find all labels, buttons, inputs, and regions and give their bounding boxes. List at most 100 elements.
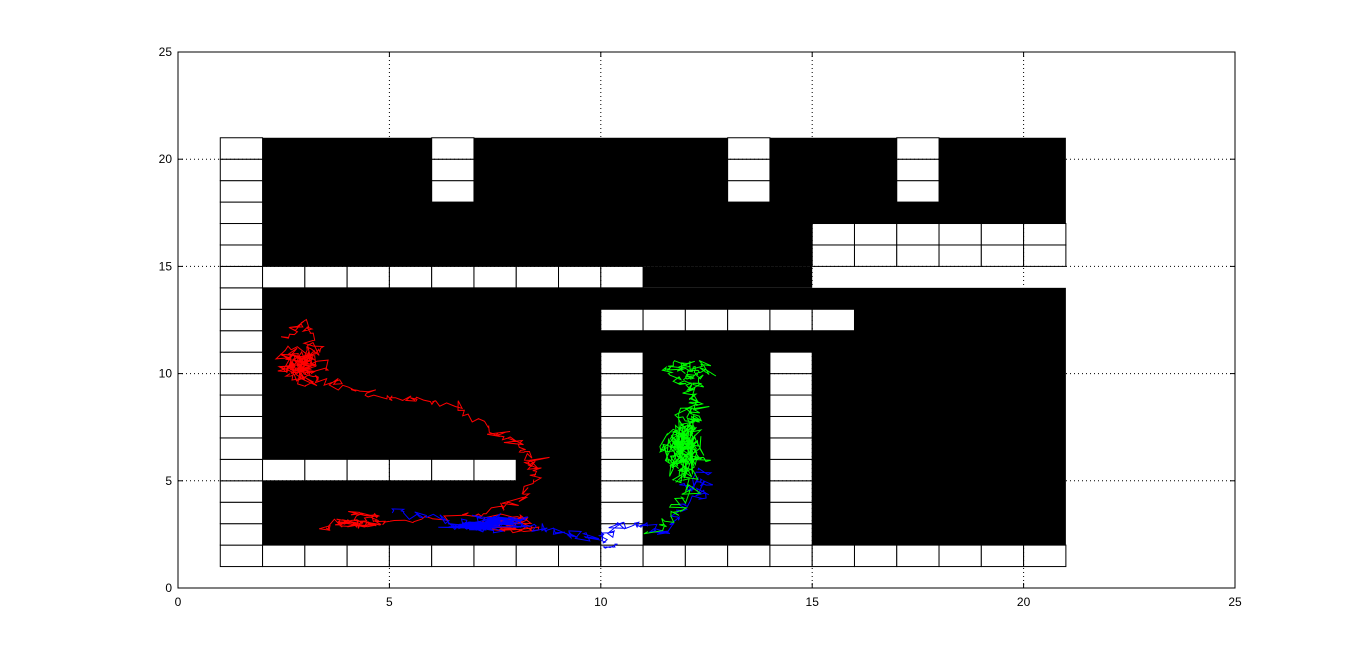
free-cell — [219, 415, 264, 439]
free-cell — [853, 223, 898, 246]
free-cell — [980, 223, 1025, 246]
free-cell — [896, 223, 940, 246]
free-cell — [219, 223, 264, 246]
free-cell — [1023, 223, 1067, 246]
y-tick-label: 15 — [159, 259, 173, 273]
free-cell — [600, 351, 644, 375]
free-cell — [769, 351, 813, 375]
free-cell — [769, 523, 813, 546]
free-cell — [431, 158, 475, 182]
trajectory-green-cluster — [658, 407, 711, 484]
free-cell — [811, 544, 855, 568]
free-cell — [219, 244, 264, 267]
free-cell — [600, 373, 644, 396]
free-cell — [219, 180, 264, 203]
free-cell — [811, 308, 855, 332]
trajectory-blue-cluster — [602, 543, 618, 549]
free-cell — [1023, 244, 1067, 267]
x-tick-label: 5 — [386, 595, 393, 609]
free-cell — [219, 158, 264, 182]
free-cell — [600, 480, 644, 503]
free-cell — [431, 180, 475, 203]
free-cell — [811, 244, 855, 267]
free-cell — [769, 501, 813, 525]
free-cell — [219, 201, 264, 225]
free-cell — [219, 373, 264, 396]
free-cell — [769, 544, 813, 568]
free-cell — [219, 523, 264, 546]
free-cell — [346, 544, 390, 568]
free-cell — [727, 308, 771, 332]
free-cell — [219, 265, 264, 289]
x-tick-label: 0 — [175, 595, 182, 609]
free-cell — [769, 458, 813, 482]
free-cell — [727, 544, 771, 568]
free-cell — [642, 308, 686, 332]
free-cell — [896, 158, 940, 182]
free-cell — [219, 437, 264, 460]
free-cell — [600, 437, 644, 460]
free-cell — [219, 137, 264, 160]
free-cell — [684, 544, 729, 568]
free-cell — [938, 544, 982, 568]
y-tick-label: 0 — [165, 581, 172, 595]
trajectory-red-cluster — [336, 511, 380, 528]
axis-ticks: 0 5 10 15 20 25 0 5 10 15 20 25 — [159, 45, 1242, 609]
y-tick-label: 20 — [159, 152, 173, 166]
free-cell — [980, 244, 1025, 267]
free-cell — [431, 544, 475, 568]
free-cell — [388, 265, 433, 289]
free-cell — [896, 544, 940, 568]
free-cell — [219, 351, 264, 375]
free-cell — [304, 544, 348, 568]
free-cell — [600, 415, 644, 439]
free-cell — [769, 308, 813, 332]
free-cell — [346, 265, 390, 289]
free-cell — [727, 137, 771, 160]
free-cell — [262, 544, 306, 568]
free-cell — [896, 244, 940, 267]
free-cell — [219, 501, 264, 525]
free-cell — [473, 265, 517, 289]
free-cell — [515, 544, 560, 568]
free-cell — [346, 458, 390, 482]
free-cell — [642, 544, 686, 568]
free-cell — [769, 394, 813, 417]
free-cell — [304, 458, 348, 482]
free-cell — [727, 158, 771, 182]
free-cell — [219, 287, 264, 310]
free-cell — [431, 137, 475, 160]
occupancy-map — [219, 137, 1067, 568]
free-cell — [431, 458, 475, 482]
free-cell — [811, 223, 855, 246]
free-cell — [600, 265, 644, 289]
free-cell — [853, 544, 898, 568]
free-cell — [431, 265, 475, 289]
free-cell — [896, 137, 940, 160]
free-cell — [515, 265, 560, 289]
y-tick-label: 10 — [159, 367, 173, 381]
free-cell — [388, 458, 433, 482]
free-cell — [219, 308, 264, 332]
x-tick-label: 10 — [594, 595, 608, 609]
free-cell — [769, 373, 813, 396]
free-cell — [558, 265, 602, 289]
free-cell — [853, 244, 898, 267]
free-cell — [219, 480, 264, 503]
axes-frame — [177, 51, 1236, 589]
y-tick-label: 5 — [165, 474, 172, 488]
free-cell — [980, 544, 1025, 568]
x-tick-label: 20 — [1017, 595, 1031, 609]
free-cell — [938, 223, 982, 246]
free-cell — [769, 437, 813, 460]
free-cell — [600, 394, 644, 417]
free-cell — [600, 501, 644, 525]
free-cell — [896, 180, 940, 203]
trajectory-blue-cluster — [438, 512, 531, 534]
x-tick-label: 25 — [1228, 595, 1242, 609]
free-cell — [938, 244, 982, 267]
free-cell — [388, 544, 433, 568]
free-cell — [600, 544, 644, 568]
free-cell — [769, 480, 813, 503]
